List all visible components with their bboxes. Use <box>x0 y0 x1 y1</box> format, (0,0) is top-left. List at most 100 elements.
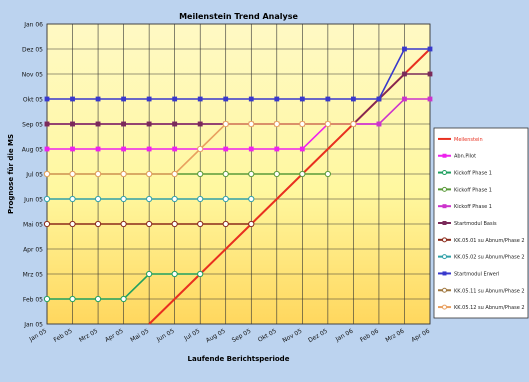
x-tick-label: Jan 06 <box>334 328 355 344</box>
y-tick-label: Apr 05 <box>23 247 43 254</box>
legend-entry: Startmodul Basis <box>454 221 497 227</box>
legend-entry: Meilenstein <box>454 137 483 143</box>
data-point <box>402 46 407 52</box>
legend-entry: KK.05.02 su Abnum/Phase 2 <box>454 255 525 261</box>
legend-entry: Abn.Pilot <box>454 154 476 160</box>
data-point <box>197 170 204 178</box>
data-point <box>324 120 331 128</box>
data-point <box>222 195 229 203</box>
data-point <box>248 170 255 178</box>
data-point <box>248 96 254 102</box>
data-point <box>43 220 51 228</box>
x-tick-label: Feb 06 <box>359 328 380 344</box>
data-point <box>223 146 229 152</box>
x-tick-label: Sep 05 <box>231 328 253 345</box>
x-tick-label: Nov 05 <box>281 328 303 345</box>
data-point <box>197 96 203 102</box>
legend-entry: Kickoff Phase 1 <box>454 204 492 210</box>
x-tick-label: Jun 05 <box>155 328 176 344</box>
y-tick-label: Jun 05 <box>23 197 43 204</box>
y-tick-label: Nov 05 <box>22 72 43 79</box>
data-point <box>350 120 357 128</box>
y-tick-label: Sep 05 <box>22 122 43 129</box>
y-tick-label: Okt 05 <box>23 97 43 104</box>
data-point <box>120 295 127 303</box>
legend-entry: Kickoff Phase 1 <box>454 187 492 193</box>
data-point <box>351 96 356 102</box>
x-tick-label: Mrz 06 <box>384 328 405 344</box>
x-tick-label: Aug 05 <box>205 328 227 345</box>
data-point <box>43 295 51 303</box>
data-point <box>44 121 50 127</box>
data-point <box>376 96 382 102</box>
legend-entry: KK.05.11 su Abnum/Phase 2 <box>454 288 525 294</box>
data-point <box>70 146 75 152</box>
data-point <box>248 146 254 152</box>
data-point <box>402 71 407 77</box>
legend-marker <box>442 237 447 243</box>
series-line <box>47 48 430 100</box>
data-point <box>248 195 255 203</box>
data-point <box>146 170 153 178</box>
x-tick-label: Mrz 05 <box>78 328 99 344</box>
data-point <box>94 220 102 228</box>
data-point <box>146 220 153 228</box>
data-point <box>120 170 127 178</box>
x-tick-label: Apr 05 <box>104 328 125 344</box>
data-point <box>273 170 280 178</box>
x-tick-label: Jul 05 <box>182 328 201 343</box>
data-point <box>376 121 382 127</box>
data-point <box>274 146 280 152</box>
data-point <box>299 120 306 128</box>
x-tick-label: Okt 05 <box>257 328 278 344</box>
data-point <box>121 96 126 102</box>
y-tick-label: Jan 05 <box>23 322 43 329</box>
data-point <box>171 170 178 178</box>
data-point <box>197 145 204 153</box>
legend-marker <box>442 287 447 293</box>
x-axis-label: Laufende Berichtsperiode <box>188 355 290 363</box>
data-point <box>222 170 229 178</box>
data-point <box>197 121 203 127</box>
data-point <box>248 120 255 128</box>
y-axis-label: Prognose für die MS <box>7 134 15 214</box>
legend-marker <box>442 170 447 176</box>
legend-entry: Startmodul Erwerl <box>454 271 499 277</box>
legend-marker <box>442 271 447 276</box>
data-point <box>120 220 127 228</box>
x-tick-label: Dez 05 <box>307 328 329 345</box>
data-point <box>248 220 255 228</box>
data-point <box>427 46 433 52</box>
legend-marker <box>442 221 447 225</box>
data-point <box>120 195 127 203</box>
data-point <box>95 121 101 127</box>
series-line <box>47 123 379 150</box>
chart-title: Meilenstein Trend Analyse <box>179 12 298 21</box>
y-tick-label: Jan 06 <box>23 22 43 29</box>
data-point <box>299 170 306 178</box>
data-point <box>197 195 204 203</box>
data-point <box>69 195 76 203</box>
data-point <box>94 195 102 203</box>
y-tick-label: Aug 05 <box>22 147 43 154</box>
data-point <box>223 96 229 102</box>
legend-marker <box>442 186 447 192</box>
data-point <box>121 121 126 127</box>
data-point <box>222 220 229 228</box>
data-point <box>325 96 331 102</box>
data-point <box>274 96 280 102</box>
data-point <box>70 96 75 102</box>
data-point <box>44 96 50 102</box>
data-point <box>171 270 178 278</box>
data-point <box>43 170 51 178</box>
x-tick-label: Apr 06 <box>410 328 431 344</box>
data-point <box>299 96 305 102</box>
data-point <box>197 220 204 228</box>
data-point <box>172 121 178 127</box>
data-point <box>69 170 76 178</box>
y-tick-label: Mai 05 <box>23 222 43 229</box>
y-tick-label: Mrz 05 <box>23 272 44 279</box>
data-point <box>299 146 305 152</box>
y-tick-label: Dez 05 <box>22 47 43 54</box>
data-point <box>172 96 178 102</box>
